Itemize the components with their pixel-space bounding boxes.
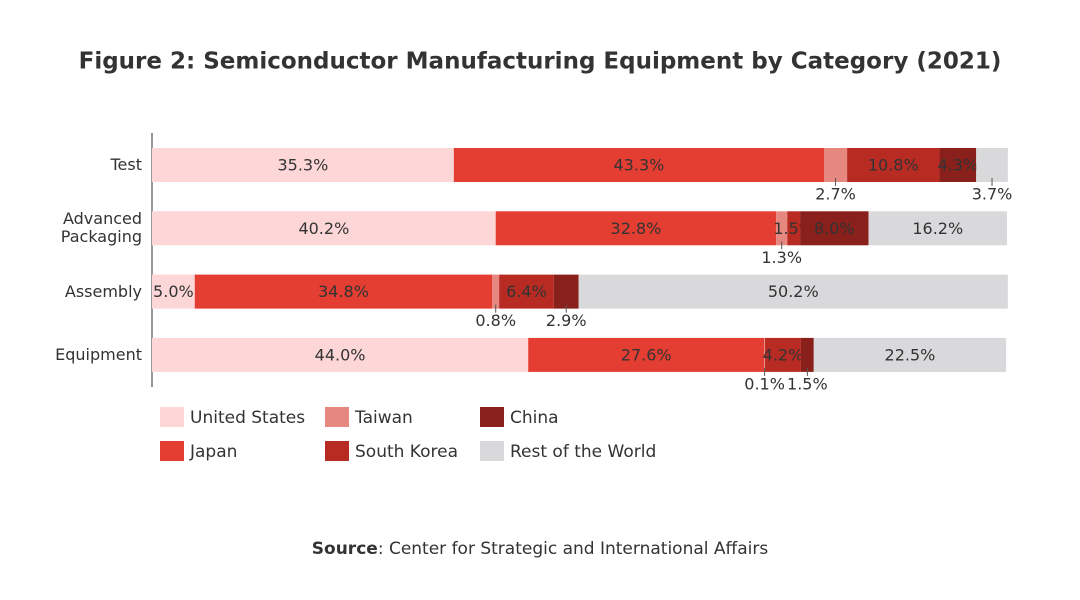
value-label: 0.1%: [744, 374, 785, 393]
value-label: 5.0%: [153, 282, 194, 301]
legend-swatch: [480, 407, 504, 427]
legend-swatch: [160, 407, 184, 427]
bar-segment: [499, 274, 554, 309]
bar-segment: [776, 211, 788, 246]
y-tick-label: Assembly: [64, 281, 142, 301]
value-label: 34.8%: [318, 282, 369, 301]
value-label: 4.2%: [763, 345, 804, 364]
value-label: 32.8%: [611, 219, 662, 238]
legend-swatch: [325, 441, 349, 461]
value-label: 2.9%: [546, 311, 587, 330]
bar-segment: [765, 337, 801, 372]
value-label: 3.7%: [972, 185, 1013, 204]
bar-segment: [528, 337, 765, 372]
legend-label: Taiwan: [354, 408, 413, 428]
y-tick-label: Advanced Packaging: [60, 209, 142, 247]
value-label: 1.3%: [761, 248, 802, 267]
bar-segment: [976, 148, 1008, 182]
bar-segment: [194, 274, 493, 309]
bar-segment: [495, 211, 777, 246]
bar-segment: [939, 148, 977, 182]
bar-segment: [492, 274, 500, 309]
bar-segment: [813, 337, 1007, 372]
bar-segment: [787, 211, 801, 246]
value-label: 44.0%: [315, 345, 366, 364]
y-tick-label: Test: [110, 155, 142, 174]
value-label: 4.3%: [938, 156, 979, 175]
value-label: 10.8%: [868, 156, 919, 175]
legend-swatch: [160, 441, 184, 461]
value-label: 22.5%: [885, 345, 936, 364]
bar-segment: [152, 211, 496, 246]
legend-swatch: [325, 407, 349, 427]
bar-segment: [847, 148, 940, 182]
legend-label: China: [510, 408, 559, 428]
bar-segment: [868, 211, 1007, 246]
value-label: 40.2%: [298, 219, 349, 238]
bar-segment: [764, 337, 766, 372]
value-label: 35.3%: [277, 156, 328, 175]
bar-segment: [152, 337, 529, 372]
source-text: : Center for Strategic and International…: [378, 539, 769, 559]
value-label: 2.7%: [815, 185, 856, 204]
legend-swatch: [480, 441, 504, 461]
value-label: 6.4%: [506, 282, 547, 301]
bar-segment: [453, 148, 825, 182]
value-label: 50.2%: [768, 282, 819, 301]
bar-segment: [800, 211, 869, 246]
legend-label: Japan: [189, 442, 237, 462]
bar-segment: [800, 337, 814, 372]
legend-label: United States: [190, 408, 305, 428]
bar-segment: [152, 148, 454, 182]
bar-segment: [578, 274, 1008, 309]
value-label: 0.8%: [475, 311, 516, 330]
bar-segment: [824, 148, 848, 182]
legend-label: South Korea: [355, 442, 458, 462]
chart-title: Figure 2: Semiconductor Manufacturing Eq…: [79, 49, 1002, 75]
y-tick-label: Equipment: [55, 344, 142, 364]
value-label: 8.0%: [814, 219, 855, 238]
bar-segment: [553, 274, 579, 309]
bar-segment: [152, 274, 195, 309]
source-label: Source: [312, 539, 378, 559]
value-label: 43.3%: [614, 156, 665, 175]
value-label: 27.6%: [621, 345, 672, 364]
value-label: 1.5%: [787, 374, 828, 393]
legend-label: Rest of the World: [510, 442, 656, 462]
value-label: 16.2%: [912, 219, 963, 238]
source: Source: Center for Strategic and Interna…: [312, 539, 769, 559]
